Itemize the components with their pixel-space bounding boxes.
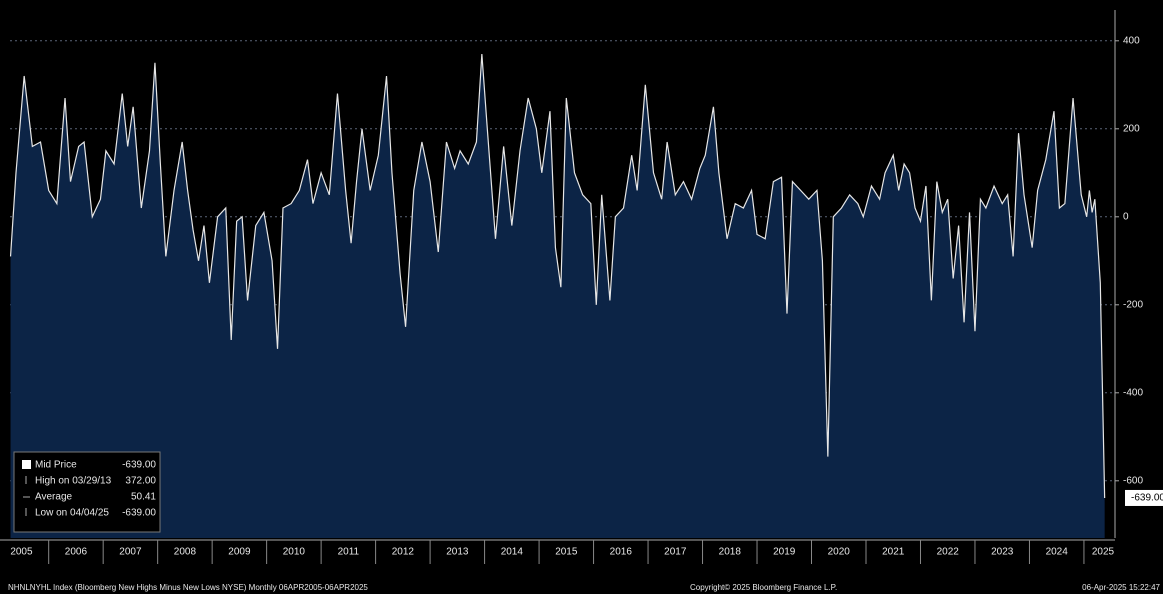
y-tick-label: 200 xyxy=(1123,123,1140,134)
footer-right: 06-Apr-2025 15:22:47 xyxy=(1082,583,1160,592)
x-tick-label: 2011 xyxy=(338,547,360,558)
legend-label: Mid Price xyxy=(35,460,77,471)
x-tick-label: 2018 xyxy=(719,547,742,558)
legend: Mid Price -639.00 High on 03/29/13 372.0… xyxy=(13,451,161,533)
x-tick-label: 2015 xyxy=(555,547,578,558)
x-tick-label: 2006 xyxy=(65,547,88,558)
area xyxy=(10,54,1105,538)
y-tick-label: 0 xyxy=(1123,211,1129,222)
x-tick-label: 2021 xyxy=(882,547,905,558)
x-tick-label: 2024 xyxy=(1046,547,1069,558)
x-tick-label: 2023 xyxy=(991,547,1014,558)
legend-value: -639.00 xyxy=(122,460,156,471)
y-tick-label: -400 xyxy=(1123,387,1143,398)
footer-left: NHNLNYHL Index (Bloomberg New Highs Minu… xyxy=(8,583,368,592)
legend-value: 372.00 xyxy=(125,476,156,487)
x-axis-band xyxy=(0,540,1119,564)
legend-value: -639.00 xyxy=(122,508,156,519)
last-value-box xyxy=(1125,489,1163,506)
x-tick-label: 2025 xyxy=(1092,547,1115,558)
x-tick-label: 2013 xyxy=(446,547,469,558)
x-tick-label: 2010 xyxy=(283,547,306,558)
x-tick-label: 2014 xyxy=(501,547,524,558)
legend-label: Average xyxy=(35,492,73,503)
legend-label: High on 03/29/13 xyxy=(35,476,112,487)
y-tick-label: -600 xyxy=(1123,475,1143,486)
x-tick-label: 2019 xyxy=(773,547,796,558)
line xyxy=(9,53,1106,498)
x-tick-label: 2005 xyxy=(10,547,33,558)
x-tick-label: 2016 xyxy=(610,547,633,558)
y-tick-label: 400 xyxy=(1123,35,1140,46)
x-tick-label: 2022 xyxy=(937,547,960,558)
x-tick-label: 2012 xyxy=(392,547,415,558)
x-tick-label: 2008 xyxy=(174,547,197,558)
x-tick-label: 2009 xyxy=(228,547,251,558)
legend-label: Low on 04/04/25 xyxy=(35,508,109,519)
legend-box xyxy=(13,451,161,533)
legend-swatch xyxy=(22,460,31,469)
x-tick-label: 2017 xyxy=(664,547,687,558)
plot-area xyxy=(9,53,1106,538)
x-tick-label: 2020 xyxy=(828,547,851,558)
legend-value: 50.41 xyxy=(131,492,156,503)
footer-center: Copyright© 2025 Bloomberg Finance L.P. xyxy=(690,583,837,592)
axes: 400 200 0 -200 -400 -600 2005 2006 2007 2008 2009 2… xyxy=(0,10,1163,564)
y-tick-label: -200 xyxy=(1123,299,1143,310)
x-tick-label: 2007 xyxy=(119,547,142,558)
last-value-label: -639.00 xyxy=(1131,493,1163,504)
